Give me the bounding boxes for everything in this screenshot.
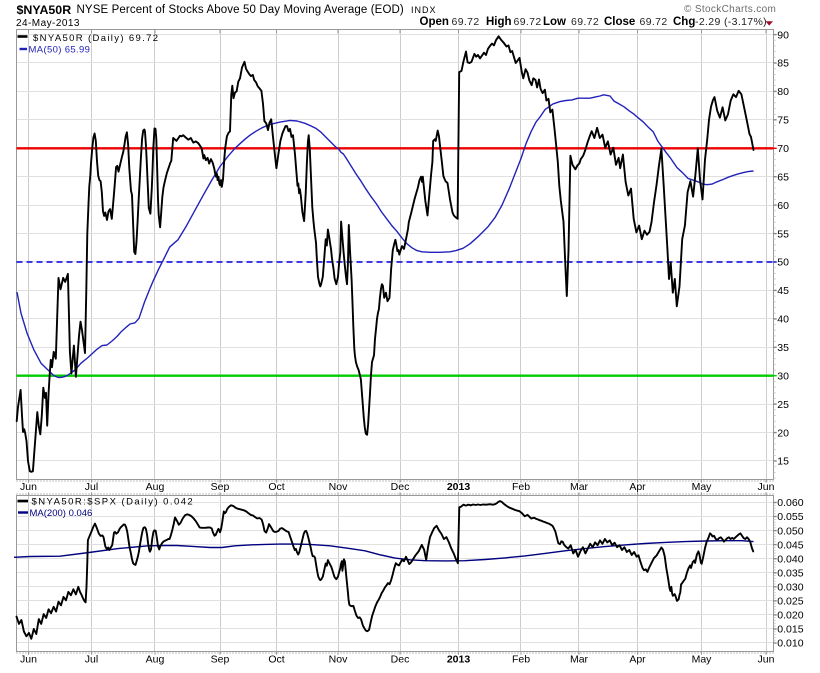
svg-text:Oct: Oct	[268, 654, 284, 666]
svg-text:45: 45	[777, 285, 789, 297]
svg-text:0.020: 0.020	[777, 610, 803, 622]
svg-text:$NYA50R (Daily) 69.72: $NYA50R (Daily) 69.72	[33, 33, 159, 44]
svg-text:0.060: 0.060	[777, 497, 803, 509]
svg-text:$NYA50R:$SPX (Daily) 0.042: $NYA50R:$SPX (Daily) 0.042	[32, 497, 195, 508]
svg-text:0.025: 0.025	[777, 596, 803, 608]
svg-text:0.045: 0.045	[777, 539, 803, 551]
svg-text:Nov: Nov	[329, 654, 348, 666]
svg-text:High: High	[486, 16, 512, 28]
svg-text:Apr: Apr	[629, 654, 646, 666]
svg-text:85: 85	[777, 58, 789, 70]
svg-text:25: 25	[777, 399, 789, 411]
svg-text:65: 65	[777, 171, 789, 183]
svg-text:75: 75	[777, 115, 789, 127]
svg-text:May: May	[692, 654, 713, 666]
svg-text:Jun: Jun	[20, 654, 37, 666]
svg-text:55: 55	[777, 228, 789, 240]
svg-text:70: 70	[777, 143, 789, 155]
svg-text:-2.29 (-3.17%): -2.29 (-3.17%)	[695, 16, 767, 28]
svg-text:NYSE Percent of Stocks Above 5: NYSE Percent of Stocks Above 50 Day Movi…	[77, 4, 404, 16]
svg-text:15: 15	[777, 456, 789, 468]
svg-text:0.030: 0.030	[777, 582, 803, 594]
svg-text:Sep: Sep	[211, 481, 230, 493]
svg-text:35: 35	[777, 342, 789, 354]
svg-text:20: 20	[777, 427, 789, 439]
svg-text:Nov: Nov	[329, 481, 348, 493]
svg-text:69.72: 69.72	[452, 16, 480, 28]
svg-text:90: 90	[777, 29, 789, 41]
svg-text:80: 80	[777, 86, 789, 98]
svg-text:50: 50	[777, 257, 789, 269]
svg-text:0.040: 0.040	[777, 553, 803, 565]
svg-text:Jun: Jun	[758, 481, 775, 493]
svg-text:30: 30	[777, 370, 789, 382]
svg-text:May: May	[692, 481, 713, 493]
svg-text:2013: 2013	[447, 654, 471, 666]
svg-text:69.72: 69.72	[640, 16, 668, 28]
svg-text:69.72: 69.72	[514, 16, 542, 28]
svg-text:Feb: Feb	[512, 654, 530, 666]
svg-text:Oct: Oct	[268, 481, 284, 493]
svg-text:Aug: Aug	[146, 654, 165, 666]
svg-text:24-May-2013: 24-May-2013	[16, 18, 80, 29]
svg-text:69.72: 69.72	[571, 16, 599, 28]
svg-text:Aug: Aug	[146, 481, 165, 493]
svg-text:60: 60	[777, 200, 789, 212]
svg-text:2013: 2013	[447, 481, 471, 493]
svg-text:Jul: Jul	[85, 481, 98, 493]
svg-text:40: 40	[777, 314, 789, 326]
svg-text:Low: Low	[543, 16, 566, 28]
svg-text:0.015: 0.015	[777, 624, 803, 636]
svg-text:Feb: Feb	[512, 481, 530, 493]
svg-text:Dec: Dec	[391, 481, 410, 493]
svg-text:Jul: Jul	[85, 654, 98, 666]
svg-text:Jun: Jun	[758, 654, 775, 666]
svg-text:Open: Open	[420, 16, 449, 28]
svg-text:$NYA50R: $NYA50R	[17, 3, 72, 17]
svg-text:Mar: Mar	[570, 481, 589, 493]
svg-text:0.050: 0.050	[777, 525, 803, 537]
svg-text:0.010: 0.010	[777, 638, 803, 650]
svg-text:MA(200) 0.046: MA(200) 0.046	[30, 508, 93, 519]
svg-text:Sep: Sep	[211, 654, 230, 666]
svg-text:Dec: Dec	[391, 654, 410, 666]
svg-text:Mar: Mar	[570, 654, 589, 666]
svg-text:Apr: Apr	[629, 481, 646, 493]
svg-text:Close: Close	[604, 16, 635, 28]
svg-text:Chg: Chg	[673, 16, 695, 28]
svg-text:MA(50) 65.99: MA(50) 65.99	[29, 45, 91, 56]
svg-text:0.035: 0.035	[777, 568, 803, 580]
svg-text:Jun: Jun	[20, 481, 37, 493]
svg-text:0.055: 0.055	[777, 511, 803, 523]
svg-text:INDX: INDX	[411, 5, 437, 15]
svg-text:© StockCharts.com: © StockCharts.com	[684, 4, 776, 15]
